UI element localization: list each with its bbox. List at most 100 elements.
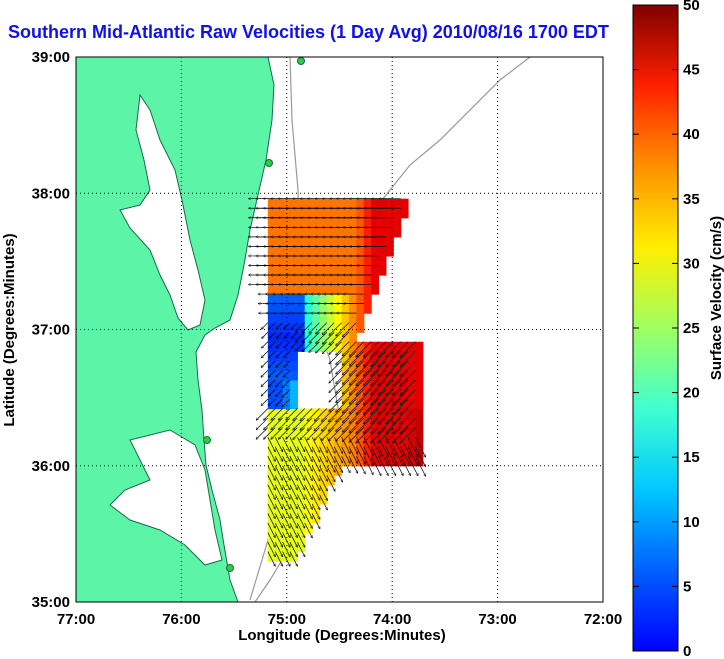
velocity-cell bbox=[371, 360, 380, 371]
velocity-cell bbox=[267, 360, 276, 371]
velocity-arrow bbox=[322, 331, 335, 344]
velocity-arrow bbox=[261, 389, 269, 396]
velocity-cell bbox=[304, 475, 313, 486]
velocity-cell bbox=[356, 217, 365, 228]
velocity-arrow bbox=[329, 351, 342, 364]
velocity-cell bbox=[289, 513, 298, 524]
velocity-arrow bbox=[267, 503, 275, 519]
velocity-arrow bbox=[400, 351, 416, 366]
velocity-arrow bbox=[311, 503, 320, 519]
velocity-cell bbox=[393, 198, 402, 209]
velocity-cell bbox=[304, 303, 313, 314]
velocity-cell bbox=[282, 294, 291, 305]
velocity-cell bbox=[356, 446, 365, 457]
velocity-cell bbox=[275, 313, 284, 324]
velocity-arrow bbox=[326, 456, 335, 472]
velocity-cell bbox=[275, 236, 284, 247]
velocity-cell bbox=[326, 246, 335, 257]
velocity-cell bbox=[356, 418, 365, 429]
velocity-cell bbox=[371, 284, 380, 295]
velocity-arrow bbox=[297, 446, 304, 462]
velocity-cell bbox=[334, 465, 343, 476]
velocity-cell bbox=[356, 265, 365, 276]
velocity-cell bbox=[408, 456, 416, 467]
velocity-cell bbox=[312, 284, 321, 295]
velocity-cell bbox=[393, 360, 402, 371]
velocity-arrow bbox=[297, 436, 304, 452]
velocity-arrow bbox=[356, 446, 365, 465]
velocity-cell bbox=[356, 275, 365, 286]
velocity-cell bbox=[297, 341, 306, 352]
velocity-arrow bbox=[300, 417, 313, 430]
velocity-cell bbox=[282, 494, 291, 505]
velocity-cell bbox=[363, 418, 372, 429]
velocity-cell bbox=[356, 360, 365, 371]
velocity-cell bbox=[334, 294, 343, 305]
colorbar-tick-label: 45 bbox=[683, 62, 700, 79]
velocity-cell bbox=[363, 398, 372, 410]
velocity-cell bbox=[275, 360, 284, 371]
velocity-cell bbox=[378, 246, 387, 257]
velocity-cell bbox=[356, 398, 365, 410]
velocity-cell bbox=[304, 456, 313, 467]
velocity-cell bbox=[378, 370, 387, 381]
velocity-cell bbox=[415, 379, 424, 391]
velocity-cell bbox=[393, 427, 402, 438]
velocity-cell bbox=[334, 341, 343, 352]
velocity-cell bbox=[363, 370, 372, 381]
velocity-cell bbox=[289, 370, 298, 381]
velocity-arrow bbox=[261, 370, 269, 377]
velocity-cell bbox=[378, 360, 387, 371]
velocity-cell bbox=[385, 408, 394, 419]
velocity-arrow bbox=[342, 360, 357, 375]
velocity-cell bbox=[282, 551, 291, 562]
velocity-cell bbox=[348, 370, 357, 381]
velocity-cell bbox=[415, 418, 424, 429]
velocity-cell bbox=[363, 236, 372, 247]
velocity-cell bbox=[282, 503, 291, 515]
velocity-arrow bbox=[336, 389, 350, 402]
velocity-arrow bbox=[268, 389, 276, 396]
velocity-cell bbox=[312, 217, 321, 228]
velocity-cell bbox=[289, 398, 298, 410]
velocity-cell bbox=[348, 255, 357, 267]
velocity-cell bbox=[341, 255, 350, 267]
velocity-arrow bbox=[274, 446, 282, 462]
colorbar-tick-label: 35 bbox=[683, 191, 700, 208]
velocity-cell bbox=[393, 389, 402, 400]
velocity-cell bbox=[385, 379, 394, 391]
velocity-arrow bbox=[415, 436, 425, 457]
velocity-arrow bbox=[336, 360, 350, 374]
velocity-arrow bbox=[289, 541, 297, 557]
velocity-cell bbox=[400, 351, 409, 362]
velocity-arrow bbox=[289, 503, 297, 519]
velocity-cell bbox=[297, 542, 306, 553]
velocity-cell bbox=[312, 246, 321, 257]
velocity-arrow bbox=[297, 532, 304, 548]
velocity-cell bbox=[319, 198, 328, 209]
velocity-cell bbox=[326, 465, 335, 476]
velocity-cell bbox=[319, 265, 328, 276]
velocity-cell bbox=[319, 255, 328, 267]
velocity-cell bbox=[415, 351, 424, 362]
velocity-cell bbox=[297, 332, 306, 343]
velocity-arrow bbox=[304, 465, 313, 481]
velocity-arrow bbox=[256, 417, 269, 430]
velocity-cell bbox=[267, 532, 276, 543]
velocity-arrow bbox=[370, 370, 387, 385]
velocity-arrow bbox=[304, 513, 313, 528]
velocity-cell bbox=[319, 303, 328, 314]
velocity-cell bbox=[408, 427, 416, 438]
velocity-cell bbox=[289, 246, 298, 257]
velocity-cell bbox=[341, 379, 350, 391]
velocity-arrow bbox=[267, 484, 275, 500]
colorbar-tick-label: 25 bbox=[683, 320, 700, 337]
velocity-cell bbox=[289, 284, 298, 295]
velocity-cell bbox=[348, 456, 357, 467]
velocity-cell bbox=[393, 418, 402, 429]
velocity-cell bbox=[267, 379, 276, 391]
velocity-cell bbox=[282, 303, 291, 314]
velocity-cell bbox=[267, 484, 276, 495]
colorbar-tick-label: 0 bbox=[683, 643, 691, 659]
velocity-cell bbox=[319, 484, 328, 495]
